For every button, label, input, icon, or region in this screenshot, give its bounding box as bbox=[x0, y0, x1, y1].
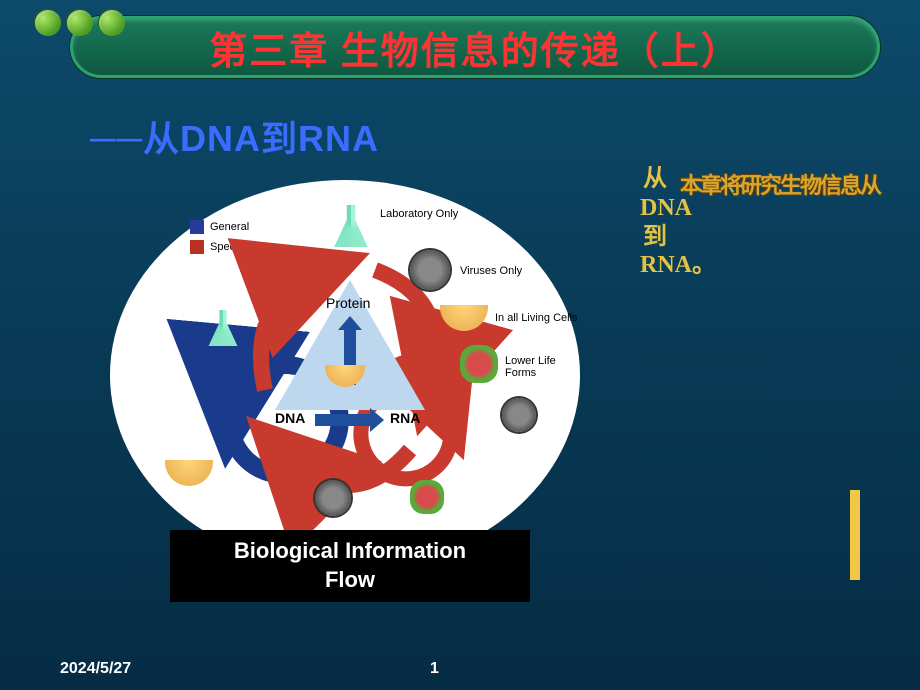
caption-line1: Biological Information bbox=[234, 537, 466, 566]
accent-bar bbox=[850, 490, 860, 580]
ball-icon bbox=[67, 10, 93, 36]
central-dogma-diagram: General Special Protein DNA RNA bbox=[110, 180, 580, 600]
life-form-icon bbox=[460, 345, 498, 383]
subtitle: ──从DNA到RNA bbox=[90, 110, 379, 162]
footer-date: 2024/5/27 bbox=[60, 660, 131, 678]
node-dna: DNA bbox=[275, 410, 305, 426]
title-banner: 第三章 生物信息的传递（上） bbox=[70, 16, 880, 78]
ball-icon bbox=[35, 10, 61, 36]
arrow-dna-to-rna bbox=[315, 414, 370, 426]
label-laboratory: Laboratory Only bbox=[380, 208, 458, 220]
caption-line2: Flow bbox=[325, 566, 375, 595]
label-viruses: Viruses Only bbox=[460, 265, 522, 277]
footer-page-number: 1 bbox=[430, 660, 439, 678]
life-form-icon bbox=[410, 480, 444, 514]
decoration-balls bbox=[35, 10, 125, 36]
virus-icon bbox=[315, 480, 351, 516]
node-rna: RNA bbox=[390, 410, 420, 426]
virus-icon bbox=[410, 250, 450, 290]
vertical-text-overlay: 本章将研究生物信息从 bbox=[680, 168, 880, 200]
diagram-caption: Biological Information Flow bbox=[170, 530, 530, 602]
label-lower-life: Lower Life Forms bbox=[505, 355, 580, 379]
vertical-text-main: 从DNA到RNA。 bbox=[640, 165, 670, 280]
label-cells: In all Living Cells bbox=[495, 312, 578, 324]
virus-icon bbox=[502, 398, 536, 432]
chapter-title: 第三章 生物信息的传递（上） bbox=[209, 20, 741, 75]
node-protein: Protein bbox=[326, 295, 370, 311]
ball-icon bbox=[99, 10, 125, 36]
